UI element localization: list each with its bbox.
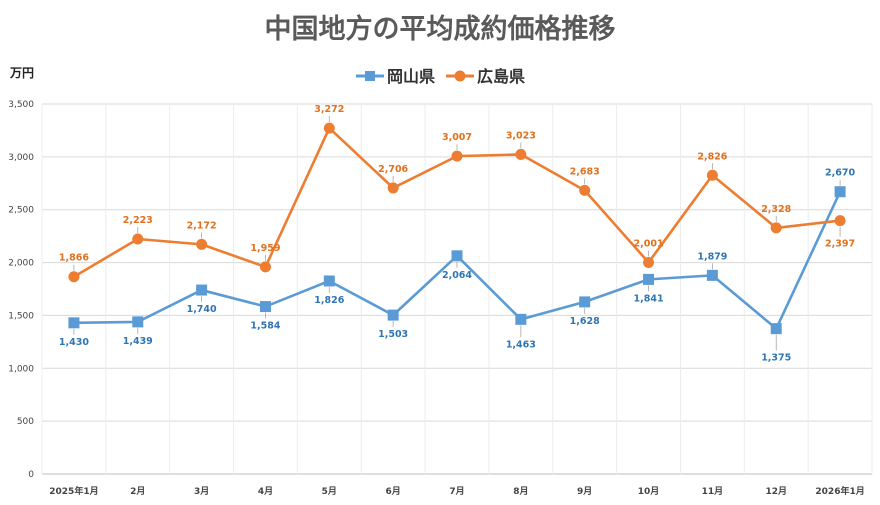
data-point-okayama bbox=[259, 301, 271, 313]
data-label-okayama: 1,628 bbox=[570, 316, 600, 327]
data-point-hiroshima bbox=[515, 148, 527, 160]
data-point-okayama bbox=[68, 317, 80, 329]
data-point-okayama bbox=[706, 269, 718, 281]
data-label-okayama: 1,879 bbox=[697, 251, 727, 262]
data-point-hiroshima bbox=[68, 271, 80, 283]
x-tick-label: 3月 bbox=[194, 486, 209, 497]
y-axis: 0 500 1,000 1,500 2,000 2,500 3,000 3,500 bbox=[8, 100, 34, 480]
data-label-okayama: 1,375 bbox=[761, 353, 791, 364]
data-point-okayama bbox=[387, 309, 399, 321]
x-tick-label: 4月 bbox=[258, 486, 273, 497]
data-label-hiroshima: 2,328 bbox=[761, 204, 791, 215]
data-point-hiroshima bbox=[323, 122, 335, 134]
data-point-okayama bbox=[834, 186, 846, 198]
y-axis-unit-label: 万円 bbox=[9, 66, 34, 80]
data-label-okayama: 1,463 bbox=[506, 339, 536, 350]
data-point-hiroshima bbox=[706, 169, 718, 181]
y-tick-label: 500 bbox=[17, 417, 34, 427]
data-label-hiroshima: 3,272 bbox=[314, 104, 344, 115]
y-tick-label: 2,000 bbox=[8, 259, 34, 269]
x-tick-label: 2026年1月 bbox=[815, 485, 864, 497]
data-label-hiroshima: 2,172 bbox=[187, 220, 217, 231]
data-point-hiroshima bbox=[579, 184, 591, 196]
x-tick-label: 8月 bbox=[513, 486, 528, 497]
data-point-okayama bbox=[515, 313, 527, 325]
data-label-hiroshima: 3,023 bbox=[506, 130, 536, 141]
y-tick-label: 2,500 bbox=[8, 206, 34, 216]
data-label-hiroshima: 3,007 bbox=[442, 132, 472, 143]
y-tick-label: 0 bbox=[28, 470, 34, 480]
data-label-okayama: 1,430 bbox=[59, 337, 89, 348]
data-label-okayama: 1,439 bbox=[123, 336, 153, 347]
x-tick-label: 9月 bbox=[577, 486, 592, 497]
legend-label-okayama: 岡山県 bbox=[387, 67, 435, 86]
data-point-hiroshima bbox=[196, 238, 208, 250]
data-label-hiroshima: 2,001 bbox=[634, 238, 664, 249]
data-label-okayama: 1,826 bbox=[314, 295, 344, 306]
x-tick-label: 11月 bbox=[702, 486, 724, 497]
x-tick-label: 5月 bbox=[322, 486, 337, 497]
data-label-okayama: 2,670 bbox=[825, 168, 855, 179]
data-point-hiroshima bbox=[451, 150, 463, 162]
legend: 岡山県 広島県 bbox=[356, 67, 525, 86]
x-tick-label: 7月 bbox=[449, 486, 464, 497]
x-tick-label: 10月 bbox=[638, 486, 660, 497]
x-tick-label: 2025年1月 bbox=[49, 485, 98, 497]
data-label-okayama: 1,841 bbox=[634, 293, 664, 304]
data-point-okayama bbox=[770, 323, 782, 335]
data-label-okayama: 1,740 bbox=[187, 304, 217, 315]
data-point-hiroshima bbox=[132, 233, 144, 245]
legend-marker-hiroshima bbox=[454, 70, 466, 82]
y-tick-label: 1,500 bbox=[8, 311, 34, 321]
series-group: 1,430 1,439 1,740 1,584 1,826 1,503 2,064 1,463… bbox=[59, 104, 856, 364]
data-label-okayama: 1,503 bbox=[378, 329, 408, 340]
data-label-hiroshima: 2,826 bbox=[697, 151, 727, 162]
data-point-okayama bbox=[196, 284, 208, 296]
x-tick-label: 12月 bbox=[765, 486, 787, 497]
data-label-hiroshima: 1,866 bbox=[59, 253, 89, 264]
data-point-okayama bbox=[643, 273, 655, 285]
data-point-hiroshima bbox=[387, 182, 399, 194]
legend-marker-okayama bbox=[365, 71, 375, 81]
x-tick-label: 2月 bbox=[130, 486, 145, 497]
data-label-hiroshima: 2,706 bbox=[378, 164, 408, 175]
data-point-okayama bbox=[132, 316, 144, 328]
y-tick-label: 3,500 bbox=[8, 100, 34, 110]
data-label-hiroshima: 2,683 bbox=[570, 166, 600, 177]
data-point-hiroshima bbox=[770, 222, 782, 234]
data-point-hiroshima bbox=[259, 261, 271, 273]
data-point-okayama bbox=[579, 296, 591, 308]
data-label-hiroshima: 1,959 bbox=[250, 243, 280, 254]
data-point-okayama bbox=[323, 275, 335, 287]
data-label-hiroshima: 2,223 bbox=[123, 215, 153, 226]
x-tick-label: 6月 bbox=[386, 486, 401, 497]
data-point-hiroshima bbox=[643, 256, 655, 268]
legend-label-hiroshima: 広島県 bbox=[477, 67, 525, 86]
y-tick-label: 1,000 bbox=[8, 364, 34, 374]
y-tick-label: 3,000 bbox=[8, 153, 34, 163]
data-point-okayama bbox=[451, 250, 463, 262]
data-label-hiroshima: 2,397 bbox=[825, 239, 855, 250]
data-point-hiroshima bbox=[834, 215, 846, 227]
data-label-okayama: 1,584 bbox=[250, 321, 280, 332]
chart-title: 中国地方の平均成約価格推移 bbox=[265, 13, 616, 45]
data-label-okayama: 2,064 bbox=[442, 270, 472, 281]
x-axis: 2025年1月 2月 3月 4月 5月 6月 7月 8月 9月 10月 11月 12月 2026年1月 bbox=[49, 485, 864, 497]
